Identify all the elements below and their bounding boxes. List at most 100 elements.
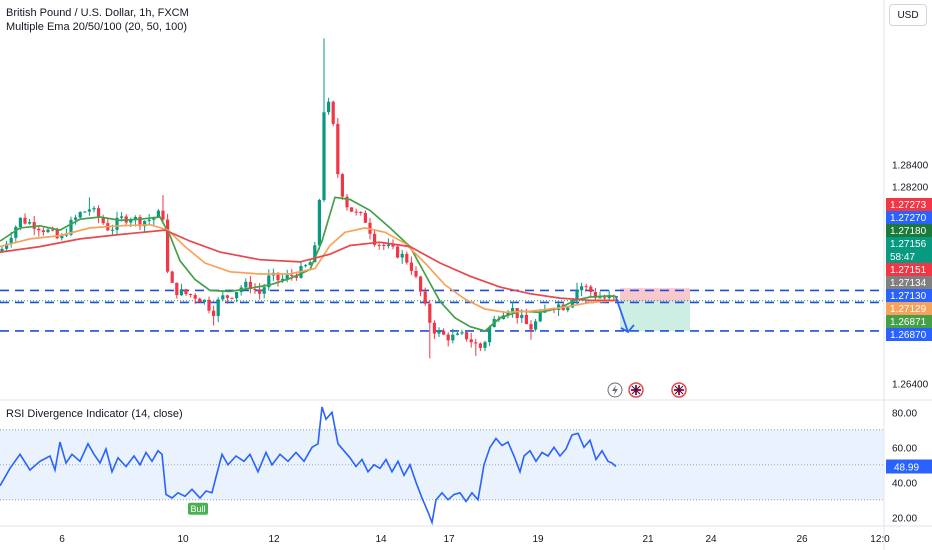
- candle-body: [216, 299, 220, 316]
- candle-body: [515, 308, 519, 319]
- price-badge-bg: [886, 263, 932, 276]
- price-badge-bg: [886, 315, 932, 328]
- candle: [170, 270, 174, 284]
- time-tick-label: 10: [177, 534, 189, 545]
- candle: [437, 327, 441, 338]
- candle: [534, 318, 538, 332]
- candle-body: [478, 343, 482, 348]
- candle-body: [262, 287, 266, 294]
- candle-body: [377, 244, 381, 246]
- price-badge-text: 1.27273: [890, 200, 927, 211]
- candle-body: [405, 253, 409, 263]
- candle: [64, 228, 68, 238]
- candle-body: [258, 289, 262, 294]
- candle-body: [37, 228, 41, 231]
- time-tick-label: 26: [796, 534, 808, 545]
- price-badge-text: 1.27134: [890, 278, 927, 289]
- bull-divergence-label: Bull: [190, 504, 205, 514]
- candle-body: [313, 245, 317, 263]
- price-axis-badge: 1.27129: [886, 302, 932, 315]
- candle-body: [336, 123, 340, 175]
- candle: [101, 214, 105, 225]
- price-axis-badge: 1.27156 58:47: [886, 237, 932, 263]
- candle: [327, 97, 331, 115]
- ema-indicator-label[interactable]: Multiple Ema 20/50/100 (20, 50, 100): [6, 21, 188, 33]
- candle-body: [409, 262, 413, 271]
- candle-body: [442, 330, 446, 335]
- candle-body: [120, 216, 124, 218]
- price-badge-text: 1.27129: [890, 304, 927, 315]
- projection-arrow-line: [615, 297, 629, 333]
- candle-body: [248, 281, 252, 290]
- candle-body: [428, 303, 432, 323]
- candle-body: [455, 333, 459, 335]
- rsi-tick-label: 20.00: [892, 513, 917, 524]
- candle-body: [133, 217, 137, 221]
- candle: [396, 245, 400, 259]
- uk-flag-event-icon-2[interactable]: [671, 382, 687, 398]
- candle: [235, 291, 239, 303]
- candle-body: [18, 217, 22, 227]
- candle: [193, 293, 197, 304]
- price-badge-text: 1.27156: [890, 239, 927, 250]
- candle: [331, 100, 335, 127]
- candle: [354, 208, 358, 216]
- candle: [317, 198, 321, 250]
- candle: [474, 338, 478, 357]
- price-badge-text: 1.26871: [890, 317, 927, 328]
- candle-body: [9, 237, 13, 244]
- candle: [460, 329, 464, 336]
- candle-body: [386, 244, 390, 246]
- candle-body: [373, 233, 377, 245]
- candle-body: [147, 219, 151, 221]
- uk-flag-event-icon[interactable]: [628, 382, 644, 398]
- rsi-line: [0, 406, 617, 526]
- candle-body: [14, 226, 18, 238]
- candle: [428, 300, 432, 359]
- lightning-event-icon[interactable]: [607, 382, 623, 398]
- candle: [290, 269, 294, 281]
- candle: [465, 331, 469, 342]
- candle: [529, 320, 533, 340]
- rsi-tick-label: 80.00: [892, 408, 917, 419]
- candle-body: [308, 262, 312, 266]
- candle-body: [331, 101, 335, 124]
- candle-body: [317, 199, 321, 246]
- candle-body: [382, 244, 386, 246]
- candle: [198, 297, 202, 303]
- candle: [37, 225, 41, 237]
- candle: [432, 320, 436, 339]
- candle: [189, 293, 193, 298]
- candle-body: [64, 234, 68, 236]
- candle-body: [207, 299, 211, 311]
- candle: [414, 266, 418, 279]
- price-badge-bg: [886, 198, 932, 211]
- candle-body: [423, 291, 427, 304]
- candle-body: [446, 334, 450, 341]
- time-tick-label: 24: [705, 534, 717, 545]
- candle-body: [179, 289, 183, 296]
- candle: [382, 243, 386, 251]
- candle: [92, 205, 96, 213]
- candle-body: [460, 332, 464, 334]
- candle-body: [511, 308, 515, 313]
- candle-body: [143, 220, 147, 227]
- candle: [336, 117, 340, 178]
- candle-body: [138, 217, 142, 227]
- candle: [442, 328, 446, 336]
- candle: [97, 205, 101, 224]
- candle-body: [396, 246, 400, 258]
- candle-body: [161, 210, 165, 220]
- price-tick-label: 1.28400: [892, 160, 929, 171]
- candle-body: [327, 101, 331, 113]
- candle: [483, 340, 487, 352]
- candle-body: [506, 312, 510, 316]
- candle-body: [400, 253, 404, 258]
- currency-button[interactable]: USD: [889, 4, 927, 26]
- candle-body: [281, 278, 285, 281]
- price-axis-badge: 1.27180: [886, 224, 932, 237]
- candle: [593, 287, 597, 301]
- candle-body: [363, 212, 367, 223]
- rsi-indicator-label[interactable]: RSI Divergence Indicator (14, close): [6, 408, 183, 420]
